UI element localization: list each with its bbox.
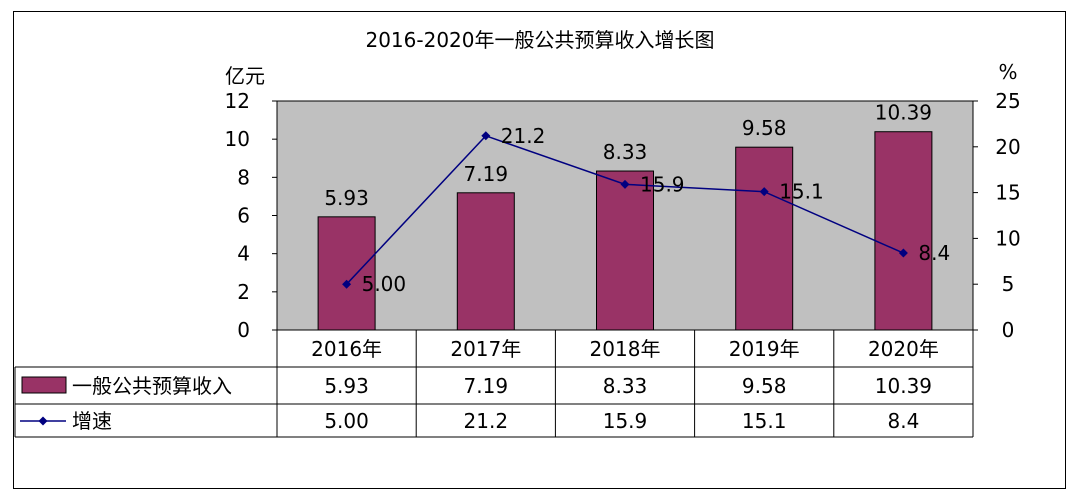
left-tick-label: 0: [237, 318, 250, 342]
table-cell: 21.2: [464, 409, 509, 433]
data-table: 2016年 2017年 2018年 2019年 2020年一般公共预算收入 5.93 7.1…: [14, 329, 974, 438]
bar: [874, 131, 933, 331]
line-point: [759, 187, 769, 197]
table-cell: 8.33: [603, 374, 648, 398]
line-point: [481, 131, 491, 141]
table-cell: 10.39: [875, 374, 932, 398]
line-value-label: 21.2: [501, 124, 546, 148]
left-tick-label: 2: [237, 280, 250, 304]
category-label: 2016年: [311, 337, 382, 361]
left-axis-unit: 亿元: [225, 64, 265, 88]
left-tick-label: 6: [237, 204, 250, 228]
left-tick-label: 4: [237, 242, 250, 266]
line-point: [620, 179, 630, 189]
table-cell: 8.4: [887, 409, 919, 433]
right-tick-label: 5: [1002, 272, 1015, 296]
bar-value-label: 5.93: [324, 186, 369, 210]
right-tick-label: 10: [995, 226, 1020, 250]
category-label: 2018年: [590, 337, 661, 361]
bar: [456, 192, 515, 331]
table-cell: 15.9: [603, 409, 648, 433]
table-cell: 7.19: [464, 374, 509, 398]
chart-title: 2016-2020年一般公共预算收入增长图: [365, 28, 714, 52]
left-tick-label: 10: [225, 127, 250, 151]
right-axis-ticks: 0 5 10 15 20 25: [973, 89, 1021, 342]
left-tick-label: 8: [237, 165, 250, 189]
table-cell: 9.58: [742, 374, 787, 398]
table-cell: 5.93: [324, 374, 369, 398]
bar-value-label: 10.39: [875, 101, 932, 125]
legend-swatch-bar: [21, 376, 67, 394]
bar: [735, 146, 794, 331]
right-tick-label: 25: [995, 89, 1020, 113]
bar-series: [317, 131, 933, 331]
bar: [317, 216, 376, 331]
right-axis-unit: %: [998, 60, 1017, 84]
bar-value-label: 8.33: [603, 140, 648, 164]
left-axis-ticks: 0 2 4 6 8 10 12: [225, 89, 277, 342]
line-value-label: 15.9: [640, 172, 685, 196]
line-value-label: 5.00: [362, 272, 407, 296]
bar-value-label: 7.19: [464, 162, 509, 186]
category-label: 2017年: [450, 337, 521, 361]
left-tick-label: 12: [225, 89, 250, 113]
line-point: [342, 279, 352, 289]
table-cell: 5.00: [324, 409, 369, 433]
legend-marker-line: [38, 416, 48, 426]
right-tick-label: 0: [1002, 318, 1015, 342]
bar-value-label: 9.58: [742, 116, 787, 140]
table-cell: 15.1: [742, 409, 787, 433]
category-label: 2019年: [729, 337, 800, 361]
line-point: [898, 248, 908, 258]
category-label: 2020年: [868, 337, 939, 361]
bar-data-labels: 5.93 7.19 8.33 9.58 10.39: [324, 101, 932, 210]
right-tick-label: 15: [995, 181, 1020, 205]
line-value-label: 15.1: [779, 180, 824, 204]
legend-label-bar: 一般公共预算收入: [72, 374, 232, 398]
line-series: 5.00 21.2 15.9 15.1 8.4: [342, 124, 950, 296]
right-tick-label: 20: [995, 135, 1020, 159]
legend-label-line: 增速: [72, 409, 112, 433]
line-value-label: 8.4: [918, 241, 950, 265]
